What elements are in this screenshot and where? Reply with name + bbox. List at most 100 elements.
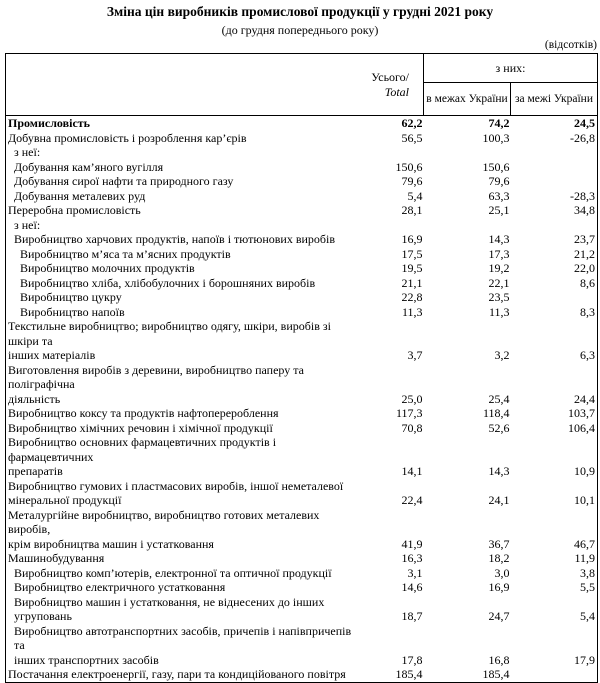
table-row: Виробництво м’яса та м’ясних продуктів 17…	[5, 246, 598, 261]
row-value-total: 16,3	[357, 551, 424, 566]
row-value-total: 41,9	[357, 507, 424, 551]
row-label: Виробництво машин і устатковання, не від…	[5, 594, 358, 624]
table-row: Добування сирої нафти та природного газу…	[5, 174, 598, 189]
row-value-total: 11,3	[357, 304, 424, 319]
row-value-outside: -28,3	[510, 188, 598, 203]
row-value-within: 18,2	[423, 551, 511, 566]
row-value-outside: 24,4	[510, 362, 598, 406]
table-row: Виробництво напоїв 11,3 11,3 8,3	[5, 304, 598, 319]
row-value-within: 3,2	[423, 319, 511, 363]
table-row: Виробництво електричного устатковання 14,…	[5, 580, 598, 595]
row-value-within: 17,3	[423, 246, 511, 261]
table-row: Виробництво комп’ютерів, електронної та …	[5, 565, 598, 580]
row-value-outside: 23,7	[510, 232, 598, 247]
row-value-within: 3,0	[423, 565, 511, 580]
table-row: Виготовлення виробів з деревини, виробни…	[5, 362, 598, 406]
row-value-within: 23,5	[423, 290, 511, 305]
row-label: Виробництво автотранспортних засобів, пр…	[5, 623, 358, 667]
row-label: Виробництво основних фармацевтичних прод…	[5, 435, 358, 479]
row-value-outside: 5,5	[510, 580, 598, 595]
row-value-total: 22,8	[357, 290, 424, 305]
row-value-within: 24,1	[423, 478, 511, 508]
table-row: Текстильне виробництво; виробництво одяг…	[5, 319, 598, 363]
row-label: Виробництво комп’ютерів, електронної та …	[5, 565, 358, 580]
row-value-total: 25,0	[357, 362, 424, 406]
row-label: Переробна промисловість	[5, 203, 358, 218]
row-value-within: 25,1	[423, 203, 511, 218]
row-value-outside: 106,4	[510, 420, 598, 435]
row-value-total: 3,1	[357, 565, 424, 580]
row-value-within: 24,7	[423, 594, 511, 624]
row-value-within: 25,4	[423, 362, 511, 406]
table-row: Виробництво хліба, хлібобулочних і борош…	[5, 275, 598, 290]
row-value-total: 185,4	[357, 667, 424, 682]
row-value-total: 117,3	[357, 406, 424, 421]
table-row: з неї:	[5, 145, 598, 160]
row-label: Виробництво харчових продуктів, напоїв і…	[5, 232, 358, 247]
row-label: Виробництво напоїв	[5, 304, 358, 319]
table-row: з неї:	[5, 217, 598, 232]
page-subtitle: (до грудня попереднього року)	[221, 23, 379, 37]
row-value-outside	[510, 174, 598, 189]
table-row: Виробництво харчових продуктів, напоїв і…	[5, 232, 598, 247]
row-value-within: 16,8	[423, 623, 511, 667]
price-change-table: Усього/ Total з них: в межах України за …	[5, 53, 599, 683]
header-outside-ukraine: за межі України	[510, 82, 598, 116]
row-label: з неї:	[5, 145, 358, 160]
row-value-outside: 46,7	[510, 507, 598, 551]
row-value-within: 14,3	[423, 232, 511, 247]
row-value-total	[357, 145, 424, 160]
row-label: Промисловість	[5, 115, 358, 131]
row-label: Добування металевих руд	[5, 188, 358, 203]
row-label: Виробництво електричного устатковання	[5, 580, 358, 595]
row-value-within	[423, 145, 511, 160]
header-within-ukraine: в межах України	[423, 82, 511, 116]
table-row: Виробництво машин і устатковання, не від…	[5, 594, 598, 624]
row-value-outside	[510, 217, 598, 232]
row-label: Металургійне виробництво, виробництво го…	[5, 507, 358, 551]
row-value-within: 22,1	[423, 275, 511, 290]
row-value-within: 11,3	[423, 304, 511, 319]
row-value-within: 19,2	[423, 261, 511, 276]
row-value-total: 56,5	[357, 130, 424, 145]
row-label: Виробництво цукру	[5, 290, 358, 305]
row-label: Текстильне виробництво; виробництво одяг…	[5, 319, 358, 363]
row-label: Добувна промисловість і розроблення кар’…	[5, 130, 358, 145]
row-value-outside	[510, 145, 598, 160]
row-value-total: 22,4	[357, 478, 424, 508]
table-row: Переробна промисловість 28,1 25,1 34,8	[5, 203, 598, 218]
row-value-total: 70,8	[357, 420, 424, 435]
row-value-within: 79,6	[423, 174, 511, 189]
row-value-total: 17,8	[357, 623, 424, 667]
row-label: Добування сирої нафти та природного газу	[5, 174, 358, 189]
units-note: (відсотків)	[544, 39, 597, 51]
row-label: Виробництво хліба, хлібобулочних і борош…	[5, 275, 358, 290]
page: Зміна цін виробників промислової продукц…	[5, 4, 599, 683]
row-value-total: 28,1	[357, 203, 424, 218]
header-total-en: Total	[384, 84, 409, 99]
row-label: з неї:	[5, 217, 358, 232]
table-header: Усього/ Total з них: в межах України за …	[5, 53, 598, 116]
row-value-outside	[510, 667, 598, 682]
row-label: Виробництво молочних продуктів	[5, 261, 358, 276]
row-value-outside: 103,7	[510, 406, 598, 421]
row-label: Добування кам’яного вугілля	[5, 159, 358, 174]
row-value-outside: 10,1	[510, 478, 598, 508]
row-value-outside	[510, 290, 598, 305]
row-value-outside: 8,6	[510, 275, 598, 290]
table-row: Машинобудування 16,3 18,2 11,9	[5, 551, 598, 566]
row-value-total: 21,1	[357, 275, 424, 290]
table-row: Постачання електроенергії, газу, пари та…	[5, 667, 598, 682]
row-label: Виробництво м’яса та м’ясних продуктів	[5, 246, 358, 261]
row-label: Машинобудування	[5, 551, 358, 566]
row-value-total: 150,6	[357, 159, 424, 174]
table-row: Виробництво коксу та продуктів нафтопере…	[5, 406, 598, 421]
table-row: Металургійне виробництво, виробництво го…	[5, 507, 598, 551]
row-value-outside: 8,3	[510, 304, 598, 319]
row-value-outside: 24,5	[510, 115, 598, 131]
header-total-ua: Усього/	[371, 69, 409, 84]
row-value-total: 17,5	[357, 246, 424, 261]
row-value-within: 185,4	[423, 667, 511, 682]
row-value-within: 118,4	[423, 406, 511, 421]
row-value-within: 16,9	[423, 580, 511, 595]
